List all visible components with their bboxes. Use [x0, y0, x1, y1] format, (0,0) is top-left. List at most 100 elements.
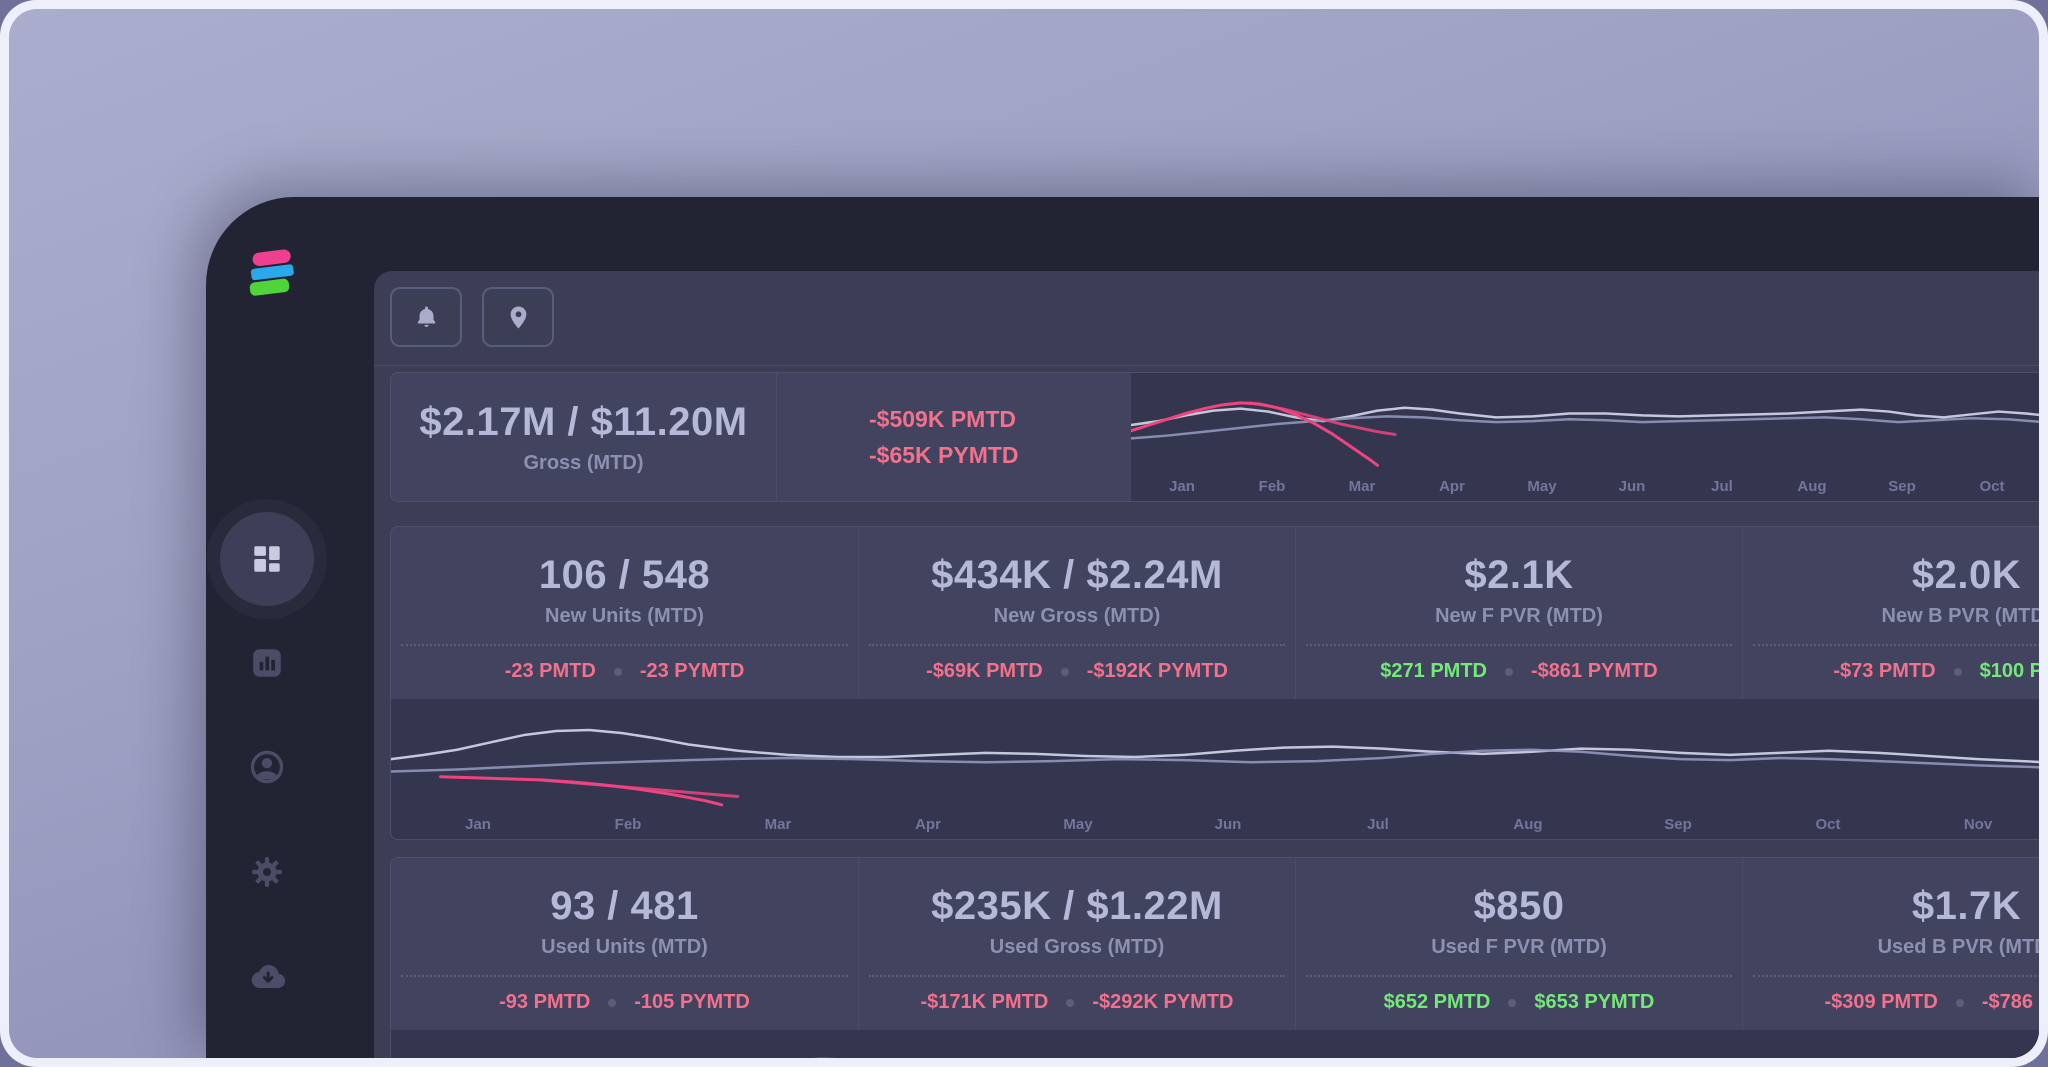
pymtd-delta: -$292K PYMTD — [1092, 991, 1234, 1013]
trend-actual-pink — [1131, 403, 1378, 465]
month-label: Oct — [1815, 815, 1841, 833]
dot-separator — [608, 998, 617, 1007]
sidebar-item-dashboard[interactable] — [220, 512, 314, 606]
month-axis: Jan Feb Mar Apr May Jun Jul Aug Sep Oct — [1131, 471, 2039, 501]
pymtd-delta: -$786 PYMTD — [1981, 991, 2039, 1013]
month-label: Sep — [1888, 477, 1916, 495]
brand-d-icon — [249, 249, 294, 296]
month-label: Jul — [1711, 477, 1733, 495]
pymtd-delta: -105 PYMTD — [634, 991, 750, 1013]
trend-light-a — [391, 730, 2039, 762]
stat-label: New Gross (MTD) — [993, 605, 1161, 627]
dot-separator — [1508, 998, 1517, 1007]
new-units-stat: 106 / 548 New Units (MTD) -23 PMTD -23 P… — [391, 527, 859, 699]
new-b-pvr-stat: $2.0K New B PVR (MTD) -$73 PMTD $100 PYM… — [1743, 527, 2039, 699]
notifications-button[interactable] — [390, 287, 462, 347]
gross-trend-chart: Jan Feb Mar Apr May Jun Jul Aug Sep Oct — [1131, 373, 2039, 501]
used-stats-row: 93 / 481 Used Units (MTD) -93 PMTD -105 … — [391, 858, 2039, 1030]
sidebar-item-account[interactable] — [220, 720, 314, 814]
main-panel: $2.17M / $11.20M Gross (MTD) -$509K PMTD… — [374, 271, 2039, 1058]
used-b-pvr-stat: $1.7K Used B PVR (MTD) -$309 PMTD -$786 … — [1743, 858, 2039, 1030]
stat-deltas: $271 PMTD -$861 PYMTD — [1306, 644, 1732, 683]
stat-deltas: -$309 PMTD -$786 PYMTD — [1753, 975, 2039, 1014]
pymtd-delta: $100 PYMTD — [1979, 660, 2039, 682]
location-button[interactable] — [482, 287, 554, 347]
sparkline — [391, 1036, 2039, 1058]
sidebar-item-downloads[interactable] — [220, 931, 314, 1025]
stat-value: $850 — [1473, 884, 1565, 928]
gross-pmtd-delta: -$509K PMTD — [869, 405, 1016, 432]
stat-value: 93 / 481 — [550, 884, 699, 928]
month-label: Mar — [1348, 477, 1376, 495]
month-label: Feb — [614, 815, 642, 833]
pmtd-delta: -93 PMTD — [499, 991, 591, 1013]
month-label: Aug — [1513, 815, 1543, 833]
gross-pymtd-delta: -$65K PYMTD — [869, 441, 1019, 468]
gross-mtd-value: $2.17M / $11.20M — [419, 399, 748, 444]
month-label: Mar — [764, 815, 792, 833]
pmtd-delta: $652 PMTD — [1383, 991, 1491, 1013]
stat-deltas: $652 PMTD $653 PYMTD — [1306, 975, 1732, 1014]
trend-forecast-pink-dotted — [1250, 403, 1396, 435]
stat-value: $1.7K — [1911, 884, 2022, 928]
new-f-pvr-stat: $2.1K New F PVR (MTD) $271 PMTD -$861 PY… — [1296, 527, 1743, 699]
month-label: Jun — [1618, 477, 1646, 495]
used-trend-chart — [391, 1030, 2039, 1058]
pmtd-delta: -$73 PMTD — [1833, 660, 1936, 682]
stat-label: Used F PVR (MTD) — [1431, 936, 1607, 958]
stat-label: New Units (MTD) — [545, 605, 704, 627]
pymtd-delta: $653 PYMTD — [1534, 991, 1655, 1013]
stat-deltas: -$73 PMTD $100 PYMTD — [1753, 644, 2039, 683]
stat-value: $434K / $2.24M — [931, 553, 1223, 597]
sidebar-item-settings[interactable] — [220, 825, 314, 919]
used-vehicles-card: 93 / 481 Used Units (MTD) -93 PMTD -105 … — [390, 857, 2039, 1058]
stat-value: $2.0K — [1911, 553, 2022, 597]
stat-deltas: -$69K PMTD -$192K PYMTD — [869, 644, 1285, 683]
sparkline-chart — [391, 705, 2039, 809]
desktop-background: $2.17M / $11.20M Gross (MTD) -$509K PMTD… — [9, 9, 2039, 1058]
trend-light-a — [1131, 408, 2039, 425]
sparkline-chart — [391, 1036, 2039, 1058]
stat-deltas: -23 PMTD -23 PYMTD — [401, 644, 848, 683]
stat-value: $2.1K — [1464, 553, 1574, 597]
sparkline-chart — [1131, 377, 2039, 473]
topbar-divider — [374, 365, 2039, 366]
pymtd-delta: -23 PYMTD — [639, 660, 745, 682]
month-label: Sep — [1664, 815, 1692, 833]
app-window: $2.17M / $11.20M Gross (MTD) -$509K PMTD… — [206, 197, 2039, 1058]
month-label: Jan — [465, 815, 491, 833]
month-label: Aug — [1797, 477, 1827, 495]
month-label: Apr — [915, 815, 941, 833]
new-gross-stat: $434K / $2.24M New Gross (MTD) -$69K PMT… — [859, 527, 1296, 699]
new-stats-row: 106 / 548 New Units (MTD) -23 PMTD -23 P… — [391, 527, 2039, 699]
used-gross-stat: $235K / $1.22M Used Gross (MTD) -$171K P… — [859, 858, 1296, 1030]
trend-light-b — [1131, 416, 2039, 438]
gross-deltas: -$509K PMTD -$65K PYMTD — [777, 373, 1130, 501]
gross-stat: $2.17M / $11.20M Gross (MTD) — [391, 373, 777, 501]
used-f-pvr-stat: $850 Used F PVR (MTD) $652 PMTD $653 PYM… — [1296, 858, 1743, 1030]
month-label: Jun — [1214, 815, 1242, 833]
stat-label: Used Units (MTD) — [541, 936, 708, 958]
pmtd-delta: -$309 PMTD — [1824, 991, 1938, 1013]
new-trend-chart: Jan Feb Mar Apr May Jun Jul Aug Sep Oct Nov — [391, 699, 2039, 839]
month-label: Oct — [1979, 477, 2005, 495]
stat-label: New B PVR (MTD) — [1881, 605, 2040, 627]
month-label: Nov — [1963, 815, 1993, 833]
month-label: Feb — [1258, 477, 1286, 495]
month-axis: Jan Feb Mar Apr May Jun Jul Aug Sep Oct Nov — [391, 809, 2039, 839]
month-label: May — [1527, 477, 1557, 495]
sidebar-item-reports[interactable] — [220, 616, 314, 710]
person-icon — [250, 750, 284, 784]
dot-separator — [1953, 667, 1962, 676]
cloud-download-icon — [251, 965, 286, 989]
gross-mtd-label: Gross (MTD) — [523, 451, 644, 474]
dot-separator — [1505, 667, 1513, 676]
pymtd-delta: -$861 PYMTD — [1531, 660, 1658, 682]
used-units-stat: 93 / 481 Used Units (MTD) -93 PMTD -105 … — [391, 858, 859, 1030]
app-logo[interactable] — [242, 245, 300, 303]
pmtd-delta: -$69K PMTD — [926, 660, 1043, 682]
month-label: Jan — [1169, 477, 1195, 495]
stat-value: 106 / 548 — [538, 553, 711, 597]
month-label: Jul — [1367, 815, 1389, 833]
